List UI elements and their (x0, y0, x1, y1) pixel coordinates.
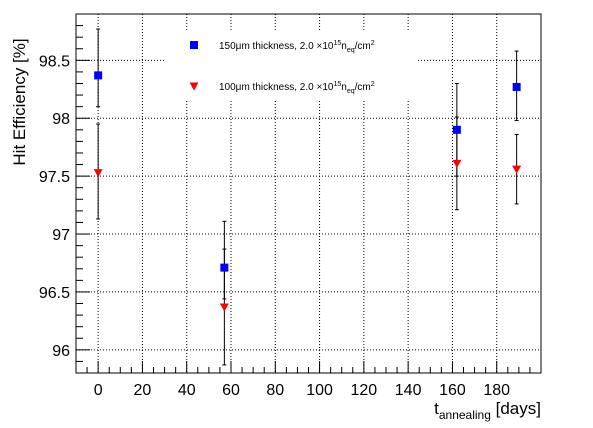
legend-background (166, 30, 416, 100)
data-point-150um (452, 125, 461, 134)
legend-label-part: eq (347, 47, 355, 54)
data-point-150um (220, 263, 229, 272)
legend-label-part: n (341, 41, 347, 52)
data-point-150um (512, 82, 521, 91)
x-tick-label: 80 (266, 382, 284, 399)
legend-label-part: eq (347, 88, 355, 95)
axes (75, 13, 542, 374)
y-tick-label: 97 (52, 227, 70, 244)
y-tick-label: 96.5 (39, 285, 70, 302)
legend-label: 150μm thickness, 2.0 ×1015neq/cm2 (219, 40, 375, 54)
x-axis-title-main: t (434, 399, 439, 418)
y-tick-label: 98 (52, 111, 70, 128)
y-axis-title: Hit Efficiency [%] (10, 38, 29, 165)
legend-label-part: 150μm thickness, 2.0 ×10 (219, 41, 334, 52)
legend-marker-100um (189, 82, 199, 91)
data-point-100um (93, 169, 103, 178)
y-tick-label: 96 (52, 343, 70, 360)
data-point-150um (94, 71, 103, 80)
x-axis-title: tannealing [days] (434, 399, 541, 422)
legend-label-part: n (341, 82, 347, 93)
x-tick-label: 40 (178, 382, 196, 399)
legend-label-part: 15 (333, 40, 341, 47)
legend-label: 100μm thickness, 2.0 ×1015neq/cm2 (219, 81, 375, 95)
x-tick-label: 60 (222, 382, 240, 399)
x-tick-label: 100 (306, 382, 333, 399)
legend-marker-150um (190, 41, 198, 49)
legend-label-part: 100μm thickness, 2.0 ×10 (219, 82, 334, 93)
legend-box (166, 30, 416, 100)
data-point-100um (219, 303, 229, 312)
x-tick-label: 0 (94, 382, 103, 399)
x-tick-label: 120 (351, 382, 378, 399)
data-markers (93, 71, 522, 312)
legend-label-part: /cm (355, 82, 371, 93)
x-tick-label: 140 (395, 382, 422, 399)
tick-labels: 0 20 40 60 80 100 120 140 160 180 96 96.5 97 97.5 98 98… (39, 53, 510, 399)
data-point-100um (452, 159, 462, 168)
legend-label-part: 2 (371, 40, 375, 47)
legend-label-part: /cm (355, 41, 371, 52)
x-tick-label: 180 (483, 382, 510, 399)
legend-label-part: 15 (333, 81, 341, 88)
grid (76, 14, 541, 373)
y-tick-label: 97.5 (39, 169, 70, 186)
x-axis-title-unit: [days] (491, 399, 541, 418)
x-tick-label: 160 (439, 382, 466, 399)
legend-label-part: 2 (371, 81, 375, 88)
y-tick-label: 98.5 (39, 53, 70, 70)
x-tick-label: 20 (134, 382, 152, 399)
data-point-100um (512, 165, 522, 174)
x-axis-title-subscript: annealing (439, 408, 491, 422)
